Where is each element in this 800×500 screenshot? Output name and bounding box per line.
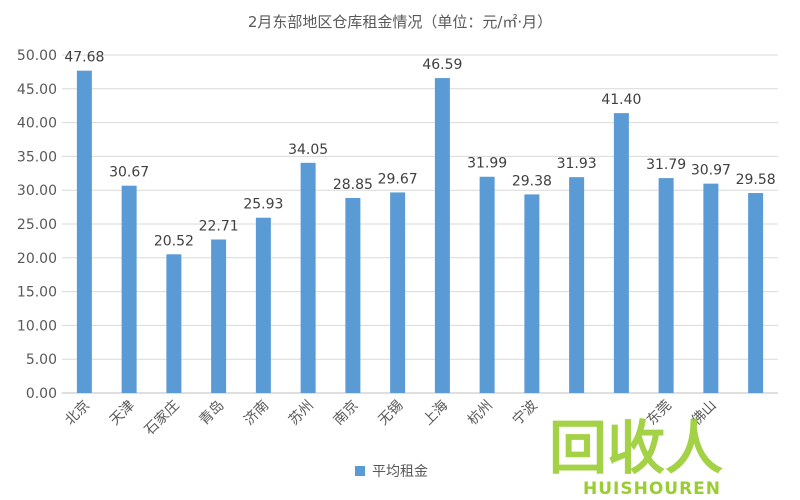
chart-title: 2月东部地区仓库租金情况（单位：元/㎡·月）: [248, 13, 552, 31]
x-category-label: 济南: [241, 398, 272, 429]
y-tick-label: 50.00: [17, 48, 57, 64]
data-label: 30.97: [691, 163, 731, 179]
y-tick-label: 10.00: [17, 318, 57, 334]
bar: [658, 178, 674, 393]
data-label: 30.67: [109, 165, 149, 181]
data-label: 31.99: [467, 156, 507, 172]
bar: [211, 239, 227, 393]
data-label: 31.79: [646, 157, 686, 173]
watermark-subtext: HUISHOUREN: [583, 479, 721, 499]
x-category-label: 苏州: [286, 398, 317, 429]
bar: [390, 192, 406, 393]
data-label: 34.05: [288, 142, 328, 158]
x-category-label: 无锡: [375, 398, 406, 429]
bar: [748, 193, 764, 393]
legend-label: 平均租金: [372, 464, 428, 480]
bar: [255, 217, 271, 393]
data-label: 41.40: [601, 92, 641, 108]
bar: [613, 113, 629, 394]
bar: [569, 177, 585, 393]
bar: [434, 78, 450, 393]
x-category-label: 南京: [331, 398, 362, 429]
bar: [300, 162, 316, 393]
legend: 平均租金: [355, 464, 428, 480]
y-axis-ticks: 0.00 5.00 10.00 15.00 20.00 25.00 30.00 35.00 40…: [17, 48, 57, 402]
watermark-logo: 回收人 HUISHOUREN: [549, 414, 723, 499]
bar: [76, 70, 92, 393]
data-label: 25.93: [243, 197, 283, 213]
bar: [703, 183, 719, 393]
data-label: 22.71: [199, 218, 239, 234]
watermark-text: 回收人: [549, 414, 723, 482]
data-label: 47.68: [64, 50, 104, 66]
data-label: 20.52: [154, 233, 194, 249]
data-label: 28.85: [333, 177, 373, 193]
bars: [76, 70, 764, 394]
y-tick-label: 40.00: [17, 116, 57, 132]
y-tick-label: 25.00: [17, 217, 57, 233]
bar: [166, 254, 182, 393]
bar: [345, 197, 361, 393]
y-tick-label: 20.00: [17, 251, 57, 267]
bar: [479, 176, 495, 393]
x-category-label: 北京: [62, 398, 93, 429]
x-category-label: 杭州: [465, 398, 496, 429]
x-category-label: 宁波: [509, 397, 541, 429]
x-category-label: 青岛: [196, 398, 227, 429]
y-tick-label: 30.00: [17, 183, 57, 199]
bar: [121, 185, 137, 393]
y-tick-label: 5.00: [26, 352, 57, 368]
bar: [524, 194, 540, 393]
x-category-label: 天津: [107, 398, 138, 429]
data-label: 29.38: [512, 173, 552, 189]
data-label: 31.93: [557, 156, 597, 172]
y-tick-label: 35.00: [17, 149, 57, 165]
x-category-label: 上海: [420, 398, 451, 429]
x-category-label: 石家庄: [141, 397, 183, 439]
data-label: 29.67: [378, 171, 418, 187]
legend-swatch: [355, 466, 365, 476]
y-tick-label: 0.00: [26, 386, 57, 402]
data-label: 46.59: [422, 57, 462, 73]
data-label: 29.58: [736, 172, 776, 188]
y-tick-label: 15.00: [17, 285, 57, 301]
y-tick-label: 45.00: [17, 82, 57, 98]
